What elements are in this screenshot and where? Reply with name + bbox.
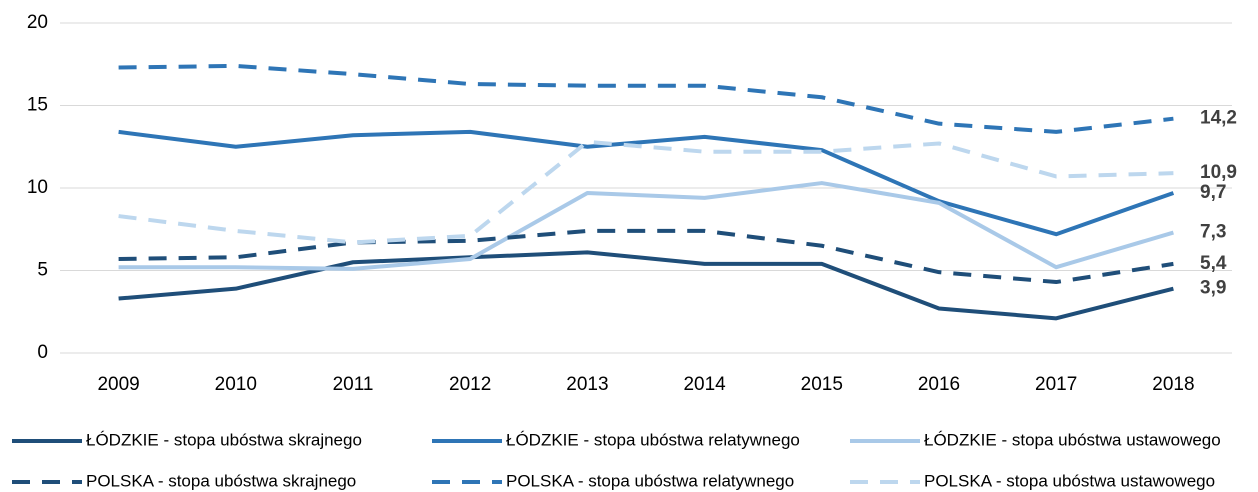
y-tick-label: 20	[27, 12, 48, 33]
value-label: 3,9	[1200, 278, 1226, 299]
series-line	[118, 228, 1174, 285]
legend-label: POLSKA - stopa ubóstwa relatywnego	[506, 471, 794, 490]
value-label: 9,7	[1200, 182, 1226, 203]
legend-label: POLSKA - stopa ubóstwa ustawowego	[924, 471, 1215, 490]
series-line	[118, 139, 1174, 245]
x-tick-label: 2015	[801, 374, 843, 395]
legend-label: ŁÓDZKIE - stopa ubóstwa skrajnego	[86, 430, 362, 449]
legend-label: POLSKA - stopa ubóstwa skrajnego	[86, 471, 356, 490]
x-tick-label: 2014	[683, 374, 726, 395]
x-tick-label: 2010	[215, 374, 257, 395]
x-tick-label: 2016	[918, 374, 960, 395]
y-tick-label: 10	[27, 177, 48, 198]
value-label: 14,2	[1200, 108, 1237, 129]
legend-label: ŁÓDZKIE - stopa ubóstwa ustawowego	[924, 430, 1221, 449]
y-tick-label: 5	[37, 260, 48, 281]
x-tick-label: 2011	[333, 374, 374, 395]
y-tick-label: 0	[37, 342, 48, 363]
x-tick-label: 2012	[449, 374, 491, 395]
legend-label: ŁÓDZKIE - stopa ubóstwa relatywnego	[506, 430, 800, 449]
value-label: 5,4	[1200, 253, 1227, 274]
x-tick-label: 2009	[97, 374, 139, 395]
x-tick-label: 2018	[1152, 374, 1194, 395]
value-label: 10,9	[1200, 162, 1237, 183]
series-line	[118, 129, 1175, 237]
series-line	[118, 63, 1174, 134]
x-tick-label: 2017	[1035, 374, 1077, 395]
series-line	[118, 250, 1174, 321]
value-label: 7,3	[1200, 222, 1226, 243]
series-line	[118, 181, 1174, 271]
x-tick-label: 2013	[566, 374, 608, 395]
y-tick-label: 15	[27, 95, 48, 116]
